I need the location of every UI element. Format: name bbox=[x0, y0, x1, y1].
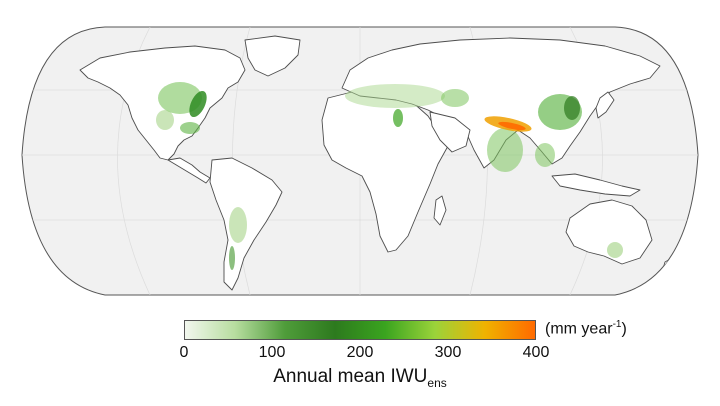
colorbar-tick-label: 400 bbox=[522, 344, 550, 361]
arabia-landmass bbox=[429, 111, 471, 153]
central-america-landmass bbox=[167, 157, 211, 184]
colorbar-tick-label: 100 bbox=[258, 344, 286, 361]
colorbar-title: Annual mean IWUens bbox=[273, 366, 447, 390]
greenland-landmass bbox=[244, 35, 301, 77]
colorbar-tick-label: 300 bbox=[434, 344, 462, 361]
africa-landmass bbox=[321, 91, 449, 253]
irrigation-hotspots bbox=[156, 82, 623, 270]
japan-landmass bbox=[595, 91, 615, 119]
colorbar-tick-label: 200 bbox=[346, 344, 374, 361]
madagascar-landmass bbox=[433, 195, 447, 226]
world-map bbox=[21, 26, 699, 296]
colorbar-tick-label: 0 bbox=[179, 344, 189, 361]
colorbar-unit-label: (mm year-1) bbox=[545, 319, 627, 338]
australia-landmass bbox=[565, 199, 653, 265]
colorbar bbox=[184, 320, 536, 340]
southeast-asia-islands-landmass bbox=[551, 173, 641, 197]
